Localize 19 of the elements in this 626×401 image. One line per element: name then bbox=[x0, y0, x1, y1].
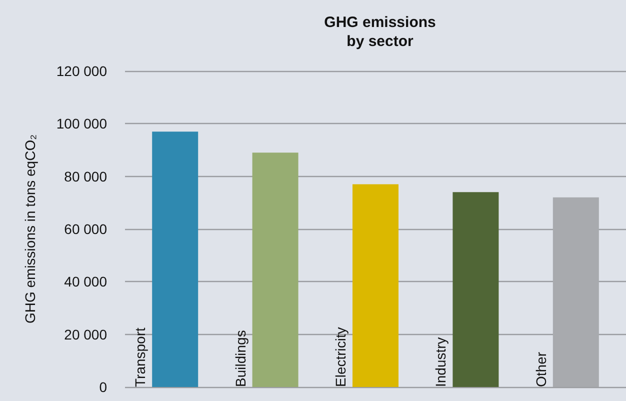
y-tick-label: 80 000 bbox=[64, 168, 108, 184]
chart-title: GHG emissions by sector bbox=[324, 14, 436, 50]
bar bbox=[152, 132, 198, 387]
y-tick-label: 100 000 bbox=[56, 116, 108, 132]
y-tick-label: 40 000 bbox=[64, 274, 108, 290]
x-tick-label: Transport bbox=[132, 328, 148, 387]
y-axis-title: GHG emissions in tons eqCO₂ bbox=[22, 134, 38, 324]
y-tick-label: 0 bbox=[99, 379, 108, 395]
x-tick-label: Other bbox=[532, 352, 549, 387]
bar bbox=[352, 184, 398, 387]
y-tick-label: 120 000 bbox=[56, 63, 108, 79]
y-tick-label: 20 000 bbox=[64, 326, 108, 342]
x-tick-label: Industry bbox=[432, 337, 449, 387]
bar bbox=[252, 152, 298, 387]
bar bbox=[552, 197, 599, 387]
bar bbox=[452, 192, 499, 387]
x-tick-label: Buildings bbox=[232, 330, 248, 387]
x-tick-label: Electricity bbox=[332, 327, 348, 387]
y-tick-label: 60 000 bbox=[64, 221, 108, 237]
